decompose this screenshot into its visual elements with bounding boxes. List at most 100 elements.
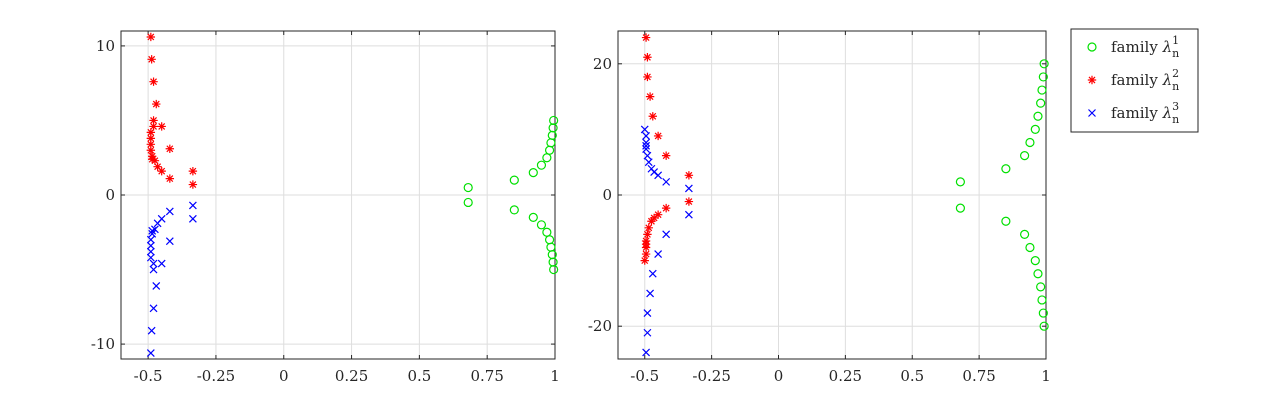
- data-point: [528, 212, 538, 222]
- data-point: [157, 259, 166, 268]
- data-point: [642, 145, 651, 154]
- data-point: [549, 264, 559, 275]
- data-point: [536, 220, 547, 230]
- right-scatter-plot: -0.5 -0.25 0 0.25 0.5 0.75 1 -20 0 20: [588, 30, 1051, 385]
- data-point: [149, 116, 158, 125]
- data-point: [1036, 98, 1046, 108]
- data-point: [146, 134, 156, 143]
- data-point: [644, 223, 653, 232]
- data-point: [509, 205, 519, 215]
- data-point: [146, 235, 155, 244]
- data-point: [157, 166, 166, 176]
- data-point: [1037, 295, 1047, 305]
- data-point: [684, 171, 694, 180]
- legend-marker-glyph: [1087, 75, 1097, 85]
- y-tick-label: 20: [593, 55, 612, 73]
- x-tick-label: -0.25: [197, 367, 235, 385]
- legend-entry-1: family λn1: [1087, 34, 1179, 60]
- x-tick-label: 1: [550, 367, 560, 385]
- data-point: [146, 247, 155, 256]
- series-family-3: [640, 125, 693, 357]
- data-point: [463, 197, 473, 208]
- data-point: [645, 92, 655, 101]
- series-family-1: [955, 59, 1049, 331]
- data-point: [640, 125, 649, 134]
- data-point: [1019, 229, 1030, 239]
- legend-marker-glyph: [1087, 42, 1097, 52]
- data-point: [684, 184, 693, 193]
- legend-marker-glyph: [1088, 109, 1096, 117]
- legend-marker-1: [1087, 42, 1097, 52]
- series-family-1: [463, 115, 559, 275]
- data-point: [662, 230, 671, 239]
- data-point: [646, 289, 655, 298]
- data-point: [1033, 269, 1043, 279]
- legend-marker-3: [1088, 109, 1096, 117]
- data-point: [641, 243, 651, 252]
- legend-subscript-3: n: [1172, 113, 1179, 126]
- data-point: [188, 166, 198, 176]
- data-point: [647, 164, 656, 173]
- data-point: [1036, 282, 1046, 292]
- data-point: [149, 304, 158, 313]
- data-point: [149, 259, 158, 268]
- data-point: [165, 237, 174, 246]
- x-tick-label: 0.25: [335, 367, 368, 385]
- data-point: [643, 230, 652, 239]
- data-point: [643, 309, 652, 318]
- data-point: [146, 146, 156, 155]
- data-point: [157, 122, 166, 131]
- data-point: [1019, 151, 1030, 161]
- x-tick-label: 0.5: [407, 367, 431, 385]
- data-point: [653, 210, 663, 219]
- series-family-2: [640, 33, 694, 265]
- data-point: [146, 32, 156, 42]
- data-point: [188, 201, 197, 210]
- series-family-2: [146, 32, 198, 189]
- data-point: [165, 207, 174, 216]
- x-tick-label: 1: [1041, 367, 1051, 385]
- y-tick-label: 0: [105, 186, 115, 204]
- data-point: [509, 175, 519, 185]
- data-point: [147, 55, 156, 64]
- data-point: [1037, 85, 1047, 95]
- data-point: [654, 250, 663, 258]
- data-point: [648, 269, 657, 278]
- legend-symbol-2: λ: [1162, 71, 1173, 89]
- data-point: [647, 217, 656, 226]
- legend-entry-3: family λn3: [1088, 100, 1179, 126]
- data-point: [1025, 242, 1035, 253]
- legend-superscript-3: 3: [1172, 100, 1179, 113]
- legend-prefix-3: family: [1111, 104, 1163, 122]
- x-tick-label: 0.5: [900, 367, 924, 385]
- data-point: [153, 162, 162, 171]
- data-point: [150, 156, 160, 165]
- data-point: [661, 203, 671, 213]
- data-point: [955, 177, 966, 187]
- legend-symbol-1: λ: [1162, 38, 1173, 56]
- data-point: [1039, 321, 1049, 331]
- data-point: [149, 77, 158, 86]
- data-point: [146, 140, 156, 149]
- legend-symbol-3: λ: [1162, 104, 1173, 122]
- x-tick-label: -0.5: [630, 367, 659, 385]
- svg-text:family λn2: family λn2: [1111, 67, 1179, 93]
- svg-text:family λn1: family λn1: [1111, 34, 1179, 60]
- x-tick-label: 0.25: [829, 367, 862, 385]
- data-point: [661, 151, 671, 160]
- data-point: [536, 160, 547, 170]
- data-point: [149, 122, 158, 131]
- x-tick-label: -0.25: [692, 367, 730, 385]
- data-point: [684, 197, 694, 206]
- y-tick-label: 0: [602, 186, 612, 204]
- legend-prefix-1: family: [1111, 38, 1163, 56]
- data-point: [648, 112, 657, 121]
- data-point: [643, 72, 652, 82]
- data-point: [146, 349, 155, 357]
- legend: family λn1 family λn2 family λn3: [1070, 28, 1199, 133]
- data-point: [1038, 72, 1048, 82]
- legend-marker-2: [1087, 75, 1097, 85]
- legend-subscript-1: n: [1172, 47, 1179, 60]
- data-point: [528, 168, 538, 178]
- y-tick-label: -10: [91, 335, 115, 353]
